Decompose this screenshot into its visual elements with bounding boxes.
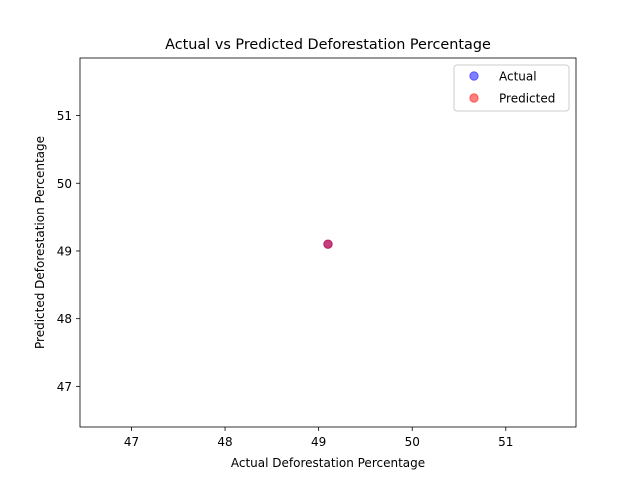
data-point-predicted — [323, 239, 333, 249]
x-tick-label: 50 — [405, 435, 420, 449]
x-tick-label: 49 — [311, 435, 326, 449]
y-tick-label: 48 — [57, 312, 72, 326]
y-tick-label: 50 — [57, 177, 72, 191]
y-axis-ticks: 47 48 49 50 51 — [57, 109, 80, 394]
data-points — [323, 239, 333, 249]
legend-marker-predicted — [469, 93, 479, 103]
legend-marker-actual — [469, 71, 479, 81]
x-tick-label: 47 — [124, 435, 139, 449]
x-tick-label: 48 — [217, 435, 232, 449]
x-axis-ticks: 47 48 49 50 51 — [124, 427, 513, 449]
y-tick-label: 47 — [57, 380, 72, 394]
plot-frame — [79, 57, 577, 428]
legend-box — [453, 64, 570, 112]
x-tick-label: 51 — [498, 435, 513, 449]
legend-label-actual: Actual — [499, 70, 537, 84]
x-axis-label: Actual Deforestation Percentage — [231, 456, 425, 470]
chart-title: Actual vs Predicted Deforestation Percen… — [165, 37, 491, 53]
y-tick-label: 49 — [57, 244, 72, 258]
y-tick-label: 51 — [57, 109, 72, 123]
legend: Actual Predicted — [453, 64, 570, 112]
legend-label-predicted: Predicted — [499, 92, 555, 106]
y-axis-label: Predicted Deforestation Percentage — [33, 136, 47, 349]
